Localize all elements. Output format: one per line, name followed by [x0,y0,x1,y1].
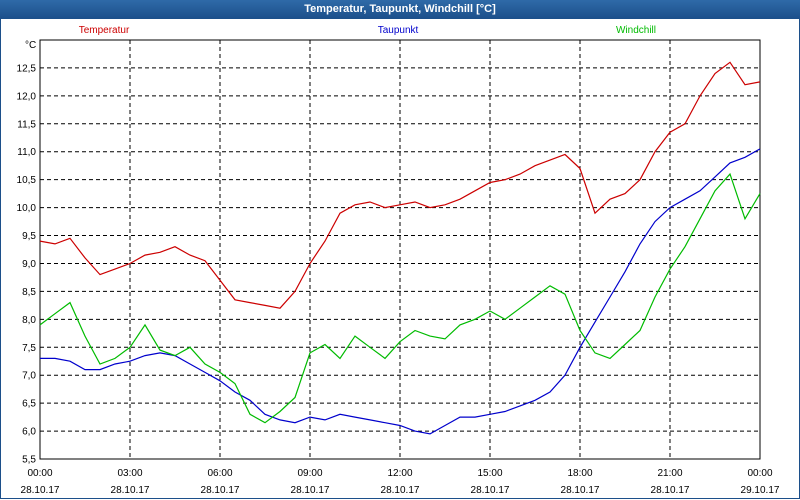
y-tick-label: 6,5 [22,399,36,410]
y-tick-label: 5,5 [22,455,36,466]
x-tick-date: 28.10.17 [561,485,600,496]
x-tick-time: 03:00 [117,468,142,479]
series-line-taupunkt [40,148,761,435]
plot-border [39,39,761,460]
y-tick-label: 9,0 [22,259,36,270]
x-axis: 00:00 28.10.17 03:00 28.10.17 06:00 28.10.17 0… [21,468,780,496]
series-line-temperatur [39,61,761,309]
x-tick-time: 06:00 [207,468,232,479]
window-title: Temperatur, Taupunkt, Windchill [°C] [0,0,800,19]
x-tick-date: 28.10.17 [21,485,60,496]
x-tick-time: 21:00 [657,468,682,479]
series-group [39,61,761,435]
chart-svg: 5,5 6,0 6,5 7,0 7,5 8,0 8,5 9,0 9,5 10,0 10,5 11,0 1… [17,25,780,496]
x-tick-date: 28.10.17 [381,485,420,496]
x-tick-time: 00:00 [747,468,772,479]
x-tick-time: 18:00 [567,468,592,479]
y-tick-label: 7,0 [22,371,36,382]
x-tick-time: 00:00 [27,468,52,479]
legend-taupunkt: Taupunkt [378,25,419,36]
legend-windchill: Windchill [616,25,656,36]
x-tick-time: 12:00 [387,468,412,479]
y-tick-label: 11,5 [17,119,36,130]
y-tick-label: 12,5 [17,63,37,74]
grid [39,40,761,460]
plot-area [39,39,761,460]
x-tick-date: 28.10.17 [111,485,150,496]
x-tick-date: 28.10.17 [291,485,330,496]
x-tick-time: 15:00 [477,468,502,479]
y-tick-label: 11,0 [17,147,36,158]
y-axis-label: °C [25,40,36,51]
y-tick-label: 7,5 [22,343,36,354]
y-tick-label: 10,0 [17,203,37,214]
legend: Temperatur Taupunkt Windchill [79,25,656,36]
y-tick-label: 10,5 [17,175,37,186]
y-tick-label: 6,0 [22,427,36,438]
y-tick-label: 8,0 [22,315,36,326]
x-tick-time: 09:00 [297,468,322,479]
y-tick-label: 8,5 [22,287,36,298]
x-tick-date: 28.10.17 [471,485,510,496]
chart-frame: 5,5 6,0 6,5 7,0 7,5 8,0 8,5 9,0 9,5 10,0 10,5 11,0 1… [0,19,800,499]
x-tick-date: 29.10.17 [741,485,780,496]
x-tick-date: 28.10.17 [651,485,690,496]
legend-temperatur: Temperatur [79,25,130,36]
y-axis: 5,5 6,0 6,5 7,0 7,5 8,0 8,5 9,0 9,5 10,0 10,5 11,0 1… [17,63,37,465]
x-tick-date: 28.10.17 [201,485,240,496]
series-line-windchill [39,172,761,424]
y-tick-label: 9,5 [22,231,36,242]
y-tick-label: 12,0 [17,91,37,102]
